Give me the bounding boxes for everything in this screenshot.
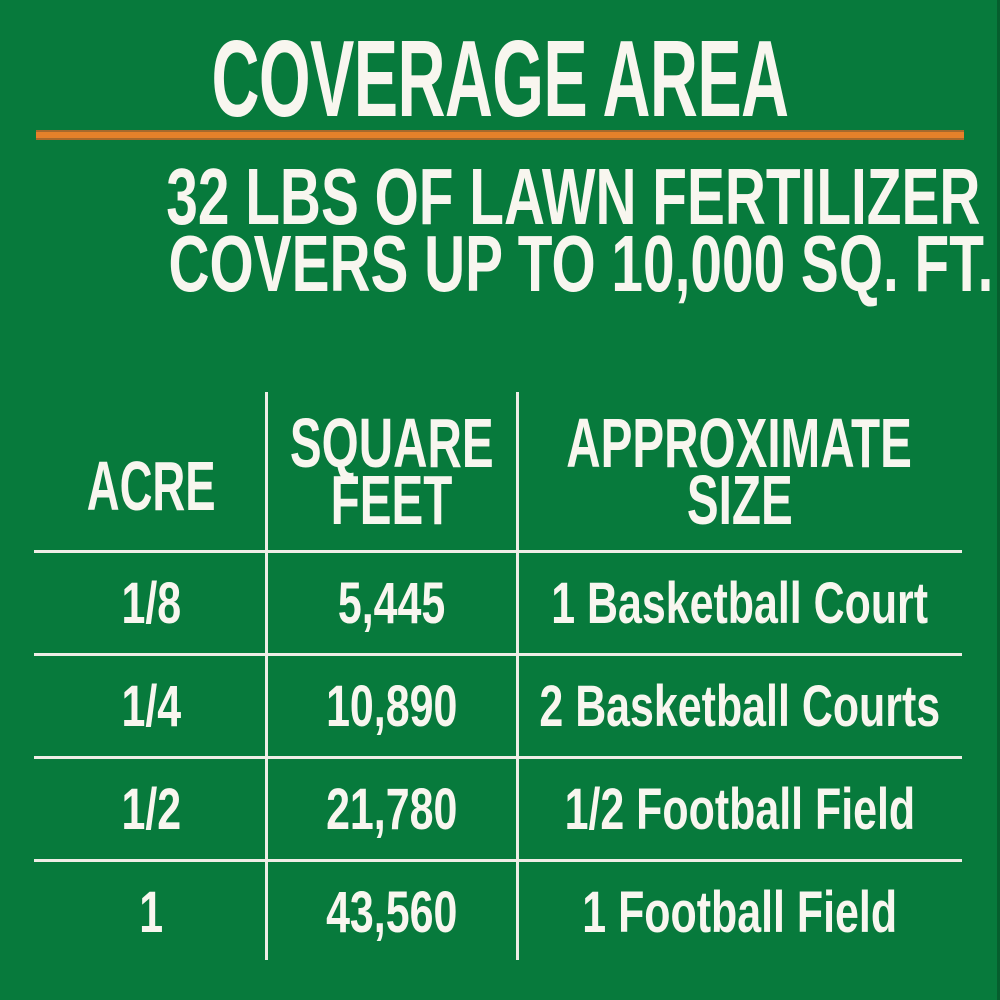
page-title: COVERAGE AREA	[0, 20, 1000, 138]
table-row-divider-2	[34, 653, 962, 656]
table-row-2-approximate-size: 2 Basketball Courts	[539, 674, 940, 739]
table-column-divider-2	[516, 392, 519, 960]
subtitle-line-2: COVERS UP TO 10,000 SQ. FT.	[168, 219, 994, 308]
table-row-divider-4	[34, 859, 962, 862]
orange-divider	[36, 130, 964, 140]
column-header-acre: ACRE	[86, 446, 216, 525]
subtitle-line-1: 32 LBS OF LAWN FERTILIZER	[166, 152, 981, 241]
page-title-text: COVERAGE AREA	[211, 18, 789, 140]
table-row-3-square-feet: 21,780	[325, 777, 458, 842]
table-row-3-acre: 1/2	[121, 777, 181, 842]
table-row-2-square-feet: 10,890	[325, 674, 458, 739]
table-column-divider-1	[265, 392, 268, 960]
table-row-divider-3	[34, 756, 962, 759]
table-row-1-acre: 1/8	[121, 571, 181, 636]
table-row-divider-1	[34, 550, 962, 553]
table-row-1-square-feet: 5,445	[337, 571, 446, 636]
subtitle: 32 LBS OF LAWN FERTILIZER COVERS UP TO 1…	[0, 152, 1000, 308]
column-header-approximate-size: APPROXIMATE SIZE	[566, 404, 913, 539]
table-row-4-acre: 1	[139, 880, 163, 945]
table-row-4-approximate-size: 1 Football Field	[582, 880, 897, 945]
column-header-square-feet: SQUARE FEET	[289, 404, 494, 539]
table-row-3-approximate-size: 1/2 Football Field	[564, 777, 915, 842]
coverage-table: ACRE SQUARE FEET APPROXIMATE SIZE 1/8 5,…	[34, 392, 962, 964]
table-row-4-square-feet: 43,560	[325, 880, 458, 945]
table-row-2-acre: 1/4	[121, 674, 181, 739]
table-row-1-approximate-size: 1 Basketball Court	[551, 571, 928, 636]
